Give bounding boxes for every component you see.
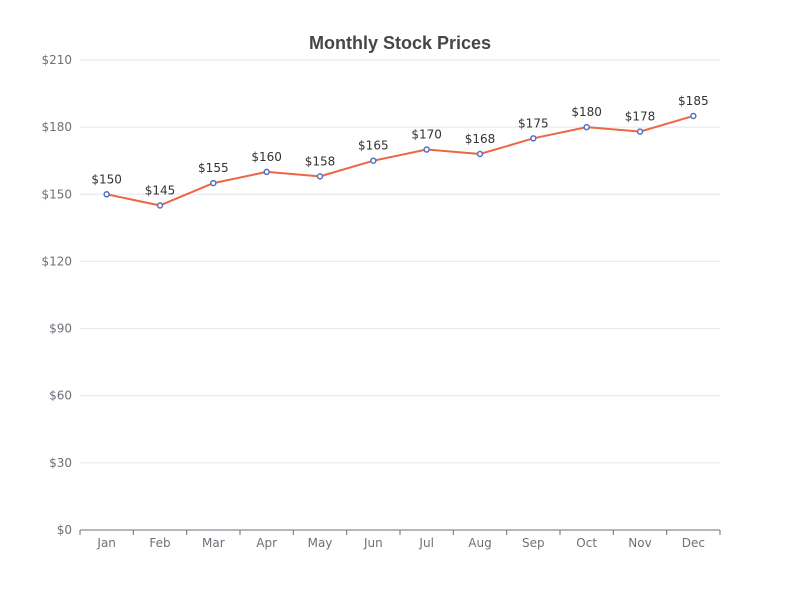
y-tick-label: $60 (49, 389, 72, 403)
data-point[interactable] (103, 191, 110, 198)
x-tick-label: Jan (96, 536, 116, 550)
x-tick-label: Jun (363, 536, 383, 550)
series-line (106, 114, 694, 207)
chart-title: Monthly Stock Prices (309, 33, 491, 53)
x-tick-label: Mar (202, 536, 225, 550)
data-point[interactable] (423, 146, 430, 153)
data-point[interactable] (263, 168, 270, 176)
axes: $0 $30 $60 $90 $120 $150 $180 $210 Jan Feb Mar Apr M… (41, 53, 721, 550)
data-label: $170 (411, 128, 442, 142)
x-tick-label: Aug (468, 536, 491, 550)
data-point[interactable] (316, 173, 324, 180)
data-label: $185 (678, 94, 709, 108)
data-point[interactable] (530, 135, 537, 142)
data-label: $145 (145, 183, 176, 197)
y-tick-label: $120 (41, 254, 72, 268)
data-point[interactable] (476, 150, 484, 158)
data-label: $158 (305, 154, 336, 168)
x-tick-label: Oct (576, 536, 597, 550)
y-tick-label: $0 (57, 523, 72, 537)
data-point[interactable] (690, 112, 697, 120)
data-label: $175 (518, 116, 549, 130)
data-label: $150 (91, 172, 122, 186)
data-labels: $150 $145 $155 $160 $158 $165 $170 $168 $175 $180… (91, 94, 708, 198)
x-tick-label: Nov (628, 536, 651, 550)
x-tick-label: Apr (256, 536, 277, 550)
y-tick-label: $210 (41, 53, 72, 67)
x-tick-label: Jul (418, 536, 433, 550)
x-tick-label: Feb (149, 536, 170, 550)
x-tick-label: Dec (682, 536, 705, 550)
y-tick-label: $180 (41, 120, 72, 134)
data-point[interactable] (583, 123, 590, 131)
data-label: $168 (465, 132, 496, 146)
y-tick-label: $90 (49, 322, 72, 336)
x-tick-label: May (308, 536, 333, 550)
y-tick-label: $150 (41, 187, 72, 201)
data-point[interactable] (210, 179, 217, 187)
x-tick-label: Sep (522, 536, 545, 550)
data-label: $165 (358, 139, 389, 153)
data-label: $155 (198, 161, 229, 175)
data-label: $160 (251, 150, 282, 164)
data-point[interactable] (370, 157, 377, 164)
data-label: $178 (625, 110, 656, 124)
data-label: $180 (571, 105, 602, 119)
y-tick-label: $30 (49, 456, 72, 470)
data-point[interactable] (156, 202, 164, 209)
data-point[interactable] (636, 128, 644, 135)
series-stock-price (103, 112, 697, 209)
